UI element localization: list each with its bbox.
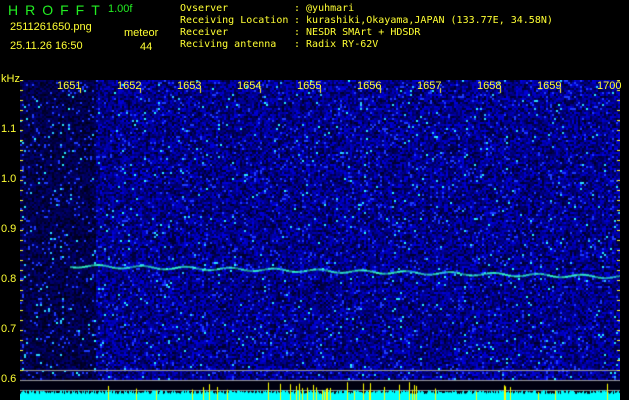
time-label: 1656 — [357, 80, 382, 92]
time-label: 1654 — [237, 80, 262, 92]
app-logo: HROFFT — [8, 2, 107, 18]
meteor-count: 44 — [140, 41, 153, 53]
time-label: 1651 — [57, 80, 82, 92]
info-value: : kurashiki,Okayama,JAPAN (133.77E, 34.5… — [294, 15, 553, 26]
version-label: 1.00f — [108, 3, 133, 15]
info-label: Reciving antenna — [180, 39, 277, 50]
datetime-label: 25.11.26 16:50 — [10, 40, 83, 52]
time-label: 1653 — [177, 80, 202, 92]
y-tick-label: 0.9 — [1, 223, 17, 235]
y-tick-label: 1.0 — [1, 173, 17, 185]
info-label: Receiver — [180, 27, 229, 38]
meteor-label: meteor — [124, 27, 159, 39]
time-label: 1655 — [297, 80, 322, 92]
y-tick-label: 0.7 — [1, 323, 17, 335]
time-label: 1658 — [477, 80, 502, 92]
time-label: 1659 — [537, 80, 562, 92]
y-tick-label: 1.1 — [1, 123, 17, 135]
info-label: Receiving Location — [180, 15, 289, 26]
info-value: : Radix RY-62V — [294, 39, 379, 50]
info-label: Ovserver — [180, 3, 229, 14]
filename-label: 2511261650.png — [10, 21, 92, 33]
spectrogram — [20, 80, 620, 400]
time-label: 1700 — [597, 80, 622, 92]
y-tick-label: 0.6 — [1, 373, 17, 385]
unit-label: kHz — [1, 73, 20, 85]
time-label: 1657 — [417, 80, 442, 92]
info-value: : @yuhmari — [294, 3, 355, 14]
info-value: : NESDR SMArt + HDSDR — [294, 27, 421, 38]
y-tick-label: 0.8 — [1, 273, 17, 285]
time-label: 1652 — [117, 80, 142, 92]
